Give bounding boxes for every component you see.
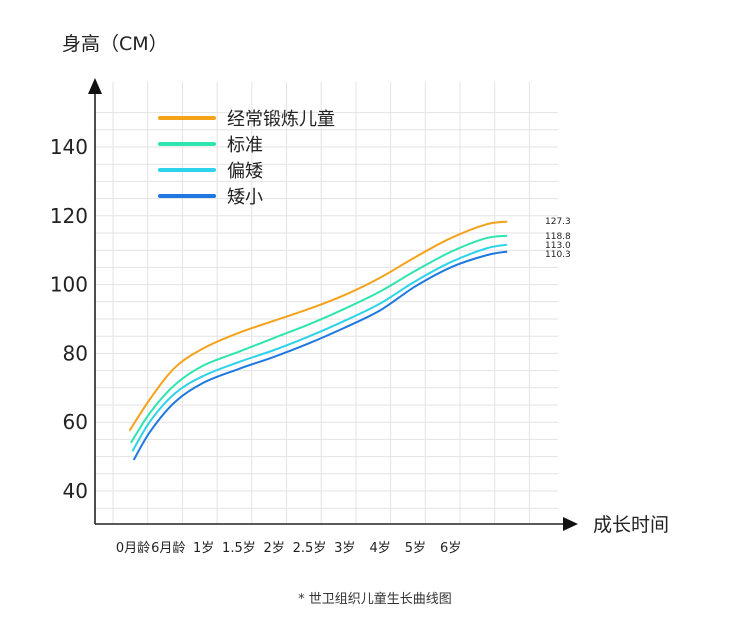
y-tick-label: 60: [63, 410, 88, 434]
x-tick-label: 2.5岁: [293, 541, 327, 556]
y-tick-label: 80: [63, 341, 88, 365]
x-tick-label: 1岁: [193, 541, 214, 556]
series-end-label: 113.0: [545, 241, 571, 251]
y-tick-label: 100: [50, 273, 88, 297]
series-line: [131, 243, 508, 452]
y-tick-label: 120: [50, 204, 88, 228]
series-end-label: 127.3: [545, 217, 571, 227]
series-end-label: 118.8: [545, 232, 571, 242]
x-tick-label: 5岁: [405, 541, 426, 556]
series-line: [128, 220, 508, 432]
y-axis-title: 身高（CM）: [62, 33, 168, 55]
series-line: [132, 250, 508, 461]
legend-label: 标准: [227, 135, 263, 156]
series-line: [130, 234, 508, 444]
y-tick-label: 40: [63, 479, 88, 503]
legend-label: 矮小: [227, 187, 263, 208]
x-tick-label: 1.5岁: [222, 541, 256, 556]
series-end-label: 110.3: [545, 250, 571, 260]
legend-label: 偏矮: [227, 161, 263, 182]
y-axis-arrow-icon: [88, 78, 102, 94]
x-tick-label: 6月龄: [151, 541, 185, 556]
x-tick-label: 3岁: [334, 541, 355, 556]
x-axis-title: 成长时间: [593, 514, 669, 536]
y-tick-label: 140: [50, 135, 88, 159]
legend-label: 经常锻炼儿童: [227, 109, 335, 130]
x-tick-label: 2岁: [264, 541, 285, 556]
x-tick-label: 6岁: [440, 541, 461, 556]
footnote: * 世卫组织儿童生长曲线图: [298, 592, 452, 607]
x-tick-label: 4岁: [369, 541, 390, 556]
x-tick-label: 0月龄: [116, 541, 150, 556]
x-axis-arrow-icon: [563, 517, 578, 531]
